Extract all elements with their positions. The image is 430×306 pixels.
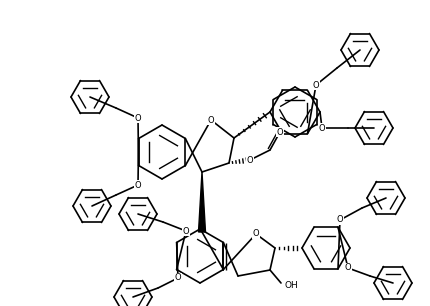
Text: O: O bbox=[207, 115, 214, 125]
Text: O: O bbox=[344, 263, 350, 273]
Text: O: O bbox=[134, 114, 141, 122]
Text: O: O bbox=[182, 226, 189, 236]
Text: O: O bbox=[336, 215, 343, 225]
Text: OH: OH bbox=[284, 282, 298, 290]
Text: O: O bbox=[318, 124, 325, 132]
Text: O: O bbox=[246, 155, 253, 165]
Text: O: O bbox=[252, 230, 259, 238]
Text: O: O bbox=[174, 274, 181, 282]
Text: O: O bbox=[276, 128, 283, 136]
Text: O: O bbox=[312, 80, 319, 89]
Text: O: O bbox=[134, 181, 141, 189]
Polygon shape bbox=[198, 172, 205, 232]
